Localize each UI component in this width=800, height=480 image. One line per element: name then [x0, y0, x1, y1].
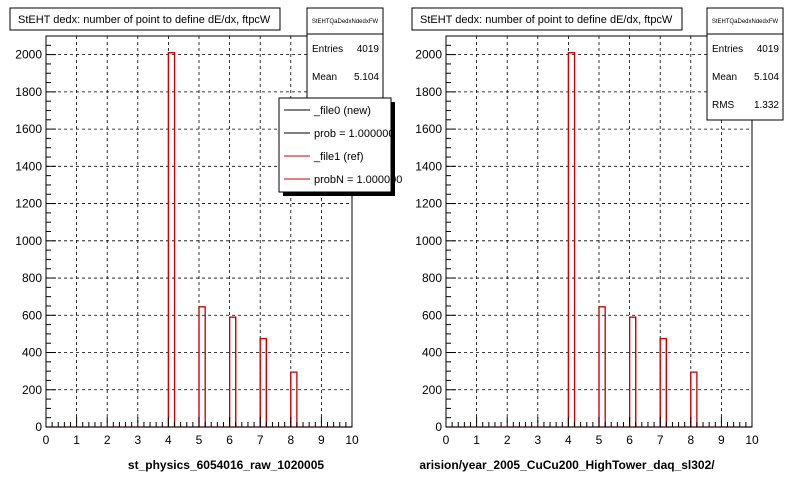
- left-x-tick-label: 3: [134, 433, 141, 447]
- left-plot: 0 1 2 3 4 5 6 7 8 9 10 0 200 400 600 800 1000 1200 1400 160…: [15, 35, 359, 447]
- right-stat-mean-value: 5.104: [754, 72, 779, 83]
- left-stats-name: StEHTQaDedxNdedxFW: [312, 19, 379, 25]
- right-stat-mean-label: Mean: [712, 72, 737, 83]
- left-y-tick-label: 1800: [15, 85, 42, 99]
- right-x-axis-title: arision/year_2005_CuCu200_HighTower_daq_…: [419, 458, 715, 472]
- left-x-tick-label: 6: [226, 433, 233, 447]
- left-y-tick-label: 2000: [15, 48, 42, 62]
- right-y-tick-label: 800: [422, 271, 442, 285]
- right-y-tick-label: 200: [422, 383, 442, 397]
- right-stat-rms-label: RMS: [712, 100, 735, 111]
- left-x-tick-label: 7: [257, 433, 264, 447]
- left-y-tick-label: 200: [22, 383, 42, 397]
- left-x-tick-label: 2: [104, 433, 111, 447]
- right-stat-entries-label: Entries: [712, 44, 743, 55]
- right-title-box: StEHT dedx: number of point to define dE…: [411, 7, 683, 31]
- right-x-tick-label: 4: [565, 433, 572, 447]
- left-x-tick-label: 8: [287, 433, 294, 447]
- right-y-tick-label: 1000: [415, 234, 442, 248]
- right-stat-entries-value: 4019: [757, 44, 780, 55]
- right-x-tick-label: 5: [596, 433, 603, 447]
- right-x-tick-label: 1: [473, 433, 480, 447]
- legend-ref-label: _file1 (ref): [313, 151, 364, 163]
- left-title-box: StEHT dedx: number of point to define dE…: [9, 7, 281, 31]
- left-x-tick-label: 0: [43, 433, 50, 447]
- legend-new-label: _file0 (new): [313, 105, 371, 117]
- left-y-tick-label: 600: [22, 308, 42, 322]
- right-x-tick-label: 9: [718, 433, 725, 447]
- left-y-tick-label: 1200: [15, 197, 42, 211]
- right-y-tick-label: 1800: [415, 85, 442, 99]
- right-x-tick-label: 10: [745, 433, 759, 447]
- right-y-tick-label: 2000: [415, 48, 442, 62]
- left-x-tick-label: 10: [345, 433, 359, 447]
- left-y-tick-label: 1600: [15, 122, 42, 136]
- right-stat-rms-value: 1.332: [754, 100, 779, 111]
- right-x-tick-label: 0: [443, 433, 450, 447]
- left-stat-mean-label: Mean: [312, 72, 337, 83]
- left-stat-mean-value: 5.104: [354, 72, 379, 83]
- legend: _file0 (new) prob = 1.000000 _file1 (ref…: [278, 97, 402, 196]
- right-y-tick-label: 0: [435, 420, 442, 434]
- legend-prob-label: prob = 1.000000: [314, 128, 394, 140]
- left-y-tick-label: 400: [22, 346, 42, 360]
- left-y-tick-label: 800: [22, 271, 42, 285]
- right-y-tick-label: 1200: [415, 197, 442, 211]
- right-plot: 0 1 2 3 4 5 6 7 8 9 10 0 200 400 600 800 1000 1200 1400 160…: [415, 35, 759, 447]
- left-x-tick-label: 1: [73, 433, 80, 447]
- right-x-tick-label: 7: [657, 433, 664, 447]
- left-stats-box: StEHTQaDedxNdedxFW Entries 4019 Mean 5.1…: [306, 7, 384, 101]
- left-x-tick-label: 5: [196, 433, 203, 447]
- right-panel-title: StEHT dedx: number of point to define dE…: [420, 14, 673, 26]
- right-stats-box: StEHTQaDedxNdedxFW Entries 4019 Mean 5.1…: [706, 7, 784, 121]
- left-x-axis-title: st_physics_6054016_raw_1020005: [128, 458, 324, 472]
- left-x-tick-label: 9: [318, 433, 325, 447]
- right-x-tick-label: 8: [687, 433, 694, 447]
- left-y-tick-label: 1000: [15, 234, 42, 248]
- right-y-tick-label: 400: [422, 346, 442, 360]
- right-y-tick-label: 600: [422, 308, 442, 322]
- left-x-tick-label: 4: [165, 433, 172, 447]
- left-y-tick-label: 1400: [15, 159, 42, 173]
- left-stat-entries-label: Entries: [312, 44, 343, 55]
- left-panel-title: StEHT dedx: number of point to define dE…: [18, 14, 271, 26]
- right-y-tick-label: 1600: [415, 122, 442, 136]
- right-x-tick-label: 2: [504, 433, 511, 447]
- right-y-tick-label: 1400: [415, 159, 442, 173]
- right-x-tick-label: 6: [626, 433, 633, 447]
- left-stat-entries-value: 4019: [357, 44, 380, 55]
- left-y-tick-label: 0: [35, 420, 42, 434]
- right-stats-name: StEHTQaDedxNdedxFW: [712, 19, 779, 25]
- legend-probn-label: probN = 1.000000: [314, 174, 402, 186]
- right-x-tick-label: 3: [534, 433, 541, 447]
